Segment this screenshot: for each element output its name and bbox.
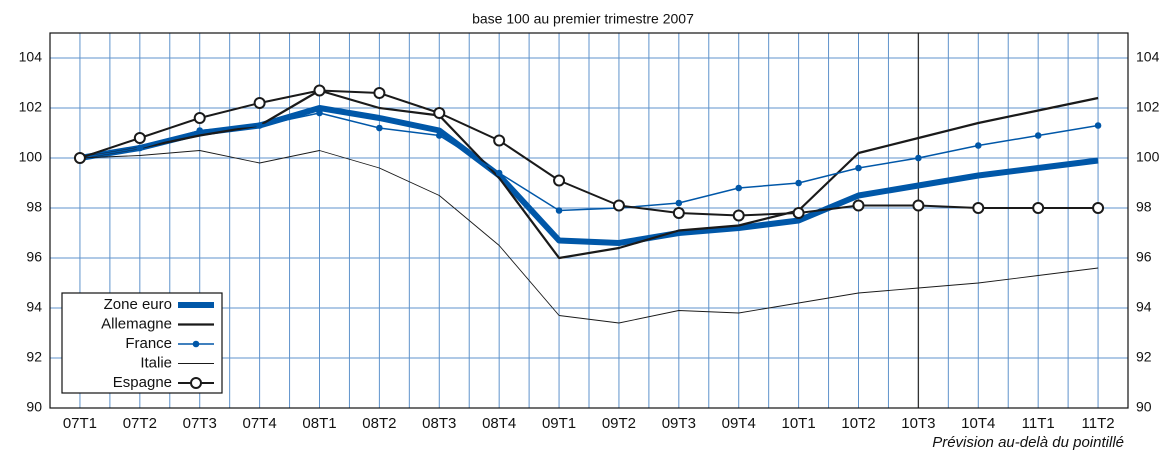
point [972, 202, 985, 214]
legend-marker [192, 340, 200, 348]
point [435, 132, 443, 139]
point [1094, 122, 1102, 129]
x-tick-label: 08T4 [482, 415, 516, 432]
point [855, 164, 862, 172]
x-tick-label: 10T3 [901, 415, 935, 432]
x-tick-label: 11T1 [1022, 415, 1055, 432]
y2-tick-label: 100 [1136, 149, 1160, 165]
series-line [79, 89, 1099, 217]
point [373, 87, 386, 99]
y-tick-label: 100 [19, 149, 43, 165]
point [915, 154, 922, 162]
series-line [79, 112, 1099, 212]
y-tick-label: 96 [26, 249, 42, 265]
series-line [79, 150, 1099, 324]
point [316, 109, 323, 117]
point [1034, 132, 1042, 139]
legend-label: Italie [140, 354, 172, 371]
y-tick-label: 102 [19, 99, 43, 115]
point [675, 199, 683, 207]
point [193, 112, 206, 124]
legend-label: France [125, 335, 172, 352]
point [256, 122, 263, 129]
x-tick-label: 10T2 [841, 415, 875, 432]
legend: Zone euro Allemagne France Italie Espagne [61, 292, 223, 394]
point [495, 169, 503, 177]
legend-marker [190, 377, 202, 389]
y2-tick-label: 104 [1136, 49, 1160, 65]
y2-tick-label: 98 [1136, 199, 1152, 215]
x-tick-label: 07T3 [183, 415, 217, 432]
x-tick-label: 10T1 [782, 415, 816, 432]
x-tick-label: 09T2 [602, 415, 636, 432]
legend-label: Allemagne [101, 315, 172, 332]
y-tick-label: 90 [26, 399, 42, 415]
x-tick-label: 09T3 [662, 415, 696, 432]
x-tick-label: 08T1 [302, 415, 336, 432]
y-tick-label: 104 [19, 49, 43, 65]
point [974, 142, 982, 149]
x-tick-label: 09T4 [722, 415, 756, 432]
point [433, 107, 446, 119]
y-tick-label: 98 [26, 199, 42, 215]
point [1032, 202, 1045, 214]
x-tick-label: 08T3 [422, 415, 456, 432]
x-tick-label: 07T2 [123, 415, 157, 432]
x-tick-label: 08T2 [362, 415, 396, 432]
y2-tick-label: 94 [1136, 299, 1152, 315]
point [555, 207, 563, 214]
point [133, 132, 146, 144]
y2-tick-label: 96 [1136, 249, 1152, 265]
plot-border [49, 32, 1129, 409]
point [852, 199, 865, 212]
x-tick-label: 07T1 [63, 415, 97, 432]
point [313, 84, 326, 97]
y2-tick-label: 92 [1136, 349, 1152, 365]
point [493, 134, 506, 147]
point [612, 199, 625, 212]
note: Prévision au-delà du pointillé [932, 434, 1124, 451]
x-tick-label: 11T2 [1082, 415, 1115, 432]
point [73, 152, 86, 164]
point [672, 207, 685, 219]
point [1092, 202, 1105, 214]
y-tick-label: 92 [26, 349, 42, 365]
point [795, 179, 802, 187]
y2-tick-label: 102 [1136, 99, 1160, 115]
series-line [79, 89, 1099, 260]
point [553, 174, 566, 187]
point [376, 124, 383, 132]
y-tick-label: 94 [26, 299, 42, 315]
legend-label: Zone euro [104, 296, 172, 313]
point [735, 184, 743, 192]
x-tick-label: 10T4 [961, 415, 995, 432]
y2-tick-label: 90 [1136, 399, 1152, 415]
chart-subtitle: base 100 au premier trimestre 2007 [472, 11, 694, 27]
legend-label: Espagne [113, 374, 172, 391]
x-tick-label: 07T4 [243, 415, 277, 432]
point [196, 127, 204, 134]
x-tick-label: 09T1 [542, 415, 576, 432]
point [136, 144, 144, 152]
point [253, 97, 266, 109]
point [792, 207, 805, 219]
point [912, 199, 925, 212]
point [732, 209, 745, 222]
